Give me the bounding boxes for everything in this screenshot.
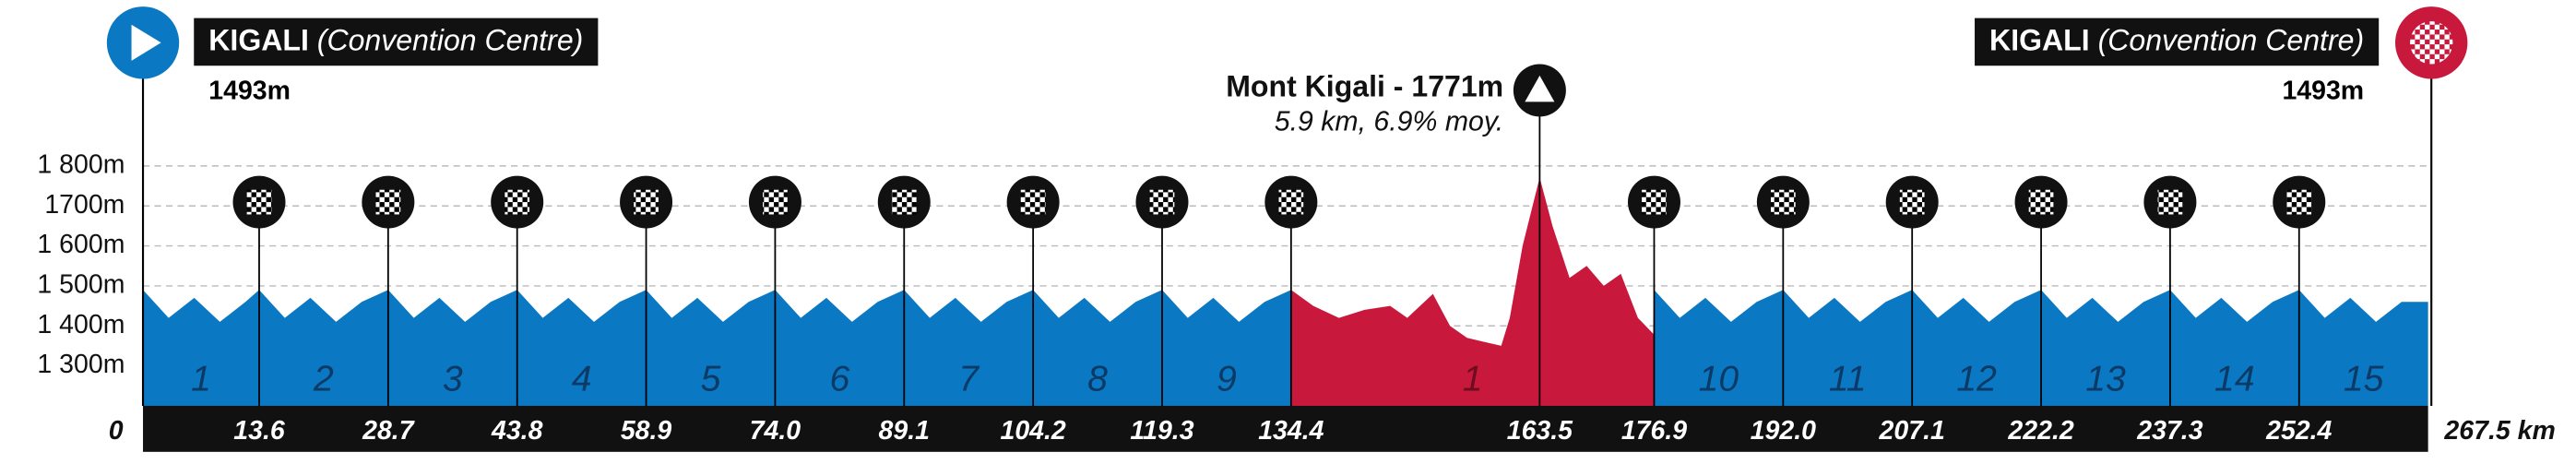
lap-icon-flag bbox=[1770, 189, 1796, 215]
y-tick-label: 1 400m bbox=[37, 310, 125, 339]
climb-icon-triangle bbox=[1525, 75, 1555, 102]
y-tick-label: 1 300m bbox=[37, 350, 125, 379]
y-tick-label: 1 800m bbox=[37, 149, 125, 179]
segment-label: 14 bbox=[2214, 360, 2255, 399]
lap-icon-flag bbox=[1020, 189, 1046, 215]
segment-label: 3 bbox=[443, 360, 463, 399]
lap-icon-flag bbox=[246, 189, 272, 215]
start-label: KIGALI (Convention Centre) bbox=[208, 24, 583, 57]
x-tick-label: 13.6 bbox=[233, 416, 285, 446]
lap-icon-flag bbox=[1149, 189, 1175, 215]
segment-label: 4 bbox=[572, 360, 592, 399]
y-tick-label: 1700m bbox=[44, 190, 125, 220]
start-elevation: 1493m bbox=[208, 76, 291, 105]
overlay: KIGALI (Convention Centre) 1493m KIGALI (C… bbox=[106, 6, 2468, 406]
finish-label-box bbox=[1975, 18, 2380, 66]
segment-label: 1 bbox=[1463, 360, 1483, 399]
lap-icon-flag bbox=[763, 189, 788, 215]
x-tick-label: 89.1 bbox=[879, 416, 930, 446]
lap-icon-flag bbox=[375, 189, 401, 215]
x-tick-label: 74.0 bbox=[750, 416, 801, 446]
elevation-area bbox=[143, 177, 2428, 406]
lap-icon-flag bbox=[2286, 189, 2312, 215]
start-label-box bbox=[194, 18, 599, 66]
x-tick-label: 119.3 bbox=[1130, 416, 1193, 446]
x-tick-label: 43.8 bbox=[491, 416, 543, 446]
climb-detail: 5.9 km, 6.9% moy. bbox=[1275, 107, 1503, 137]
x-tick-label: 267.5 km bbox=[2443, 416, 2555, 446]
lap-icon-flag bbox=[1278, 189, 1304, 215]
lap-icon-flag bbox=[2157, 189, 2183, 215]
start-detail: (Convention Centre) bbox=[317, 24, 584, 57]
lap-icon-flag bbox=[505, 189, 530, 215]
x-tick-label: 252.4 bbox=[2265, 416, 2332, 446]
x-tick-label: 207.1 bbox=[1879, 416, 1945, 446]
x-tick-label: 222.2 bbox=[2007, 416, 2073, 446]
lap-icon-flag bbox=[891, 189, 917, 215]
x-tick-label: 163.5 bbox=[1507, 416, 1573, 446]
lap-icon-flag bbox=[1899, 189, 1925, 215]
x-tick-label: 237.3 bbox=[2136, 416, 2202, 446]
lap-icon-flag bbox=[634, 189, 659, 215]
start-icon-arrow bbox=[131, 24, 161, 61]
segment-label: 10 bbox=[1699, 360, 1739, 399]
x-tick-label: 28.7 bbox=[362, 416, 415, 446]
segment-label: 13 bbox=[2085, 360, 2126, 399]
segment-label: 8 bbox=[1087, 360, 1108, 399]
x-tick-label: 0 bbox=[109, 416, 124, 446]
x-axis-bar bbox=[143, 405, 2428, 452]
segment-label: 1 bbox=[191, 360, 211, 399]
climb-label: Mont Kigali - 1771m bbox=[1226, 70, 1503, 103]
finish-elevation: 1493m bbox=[2282, 76, 2364, 105]
segment-label: 5 bbox=[701, 360, 721, 399]
start-name: KIGALI bbox=[208, 24, 309, 57]
lap-icon-flag bbox=[1642, 189, 1667, 215]
segment-label: 15 bbox=[2344, 360, 2384, 399]
x-tick-label: 176.9 bbox=[1621, 416, 1687, 446]
finish-label: KIGALI (Convention Centre) bbox=[1989, 24, 2364, 57]
segment-label: 7 bbox=[958, 360, 979, 399]
segment-label: 11 bbox=[1829, 360, 1867, 399]
finish-detail: (Convention Centre) bbox=[2098, 24, 2365, 57]
segment-label: 6 bbox=[829, 360, 849, 399]
y-tick-label: 1 500m bbox=[37, 269, 125, 299]
segment-label: 9 bbox=[1217, 360, 1237, 399]
finish-icon-flag bbox=[2410, 21, 2453, 65]
x-tick-label: 192.0 bbox=[1751, 416, 1816, 446]
segment-label: 12 bbox=[1956, 360, 1997, 399]
lap-icon-flag bbox=[2028, 189, 2054, 215]
finish-name: KIGALI bbox=[1989, 24, 2090, 57]
x-tick-label: 104.2 bbox=[1000, 416, 1065, 446]
y-tick-label: 1 600m bbox=[37, 230, 125, 259]
x-tick-label: 134.4 bbox=[1258, 416, 1324, 446]
segment-label: 2 bbox=[313, 360, 334, 399]
x-tick-label: 58.9 bbox=[621, 416, 672, 446]
